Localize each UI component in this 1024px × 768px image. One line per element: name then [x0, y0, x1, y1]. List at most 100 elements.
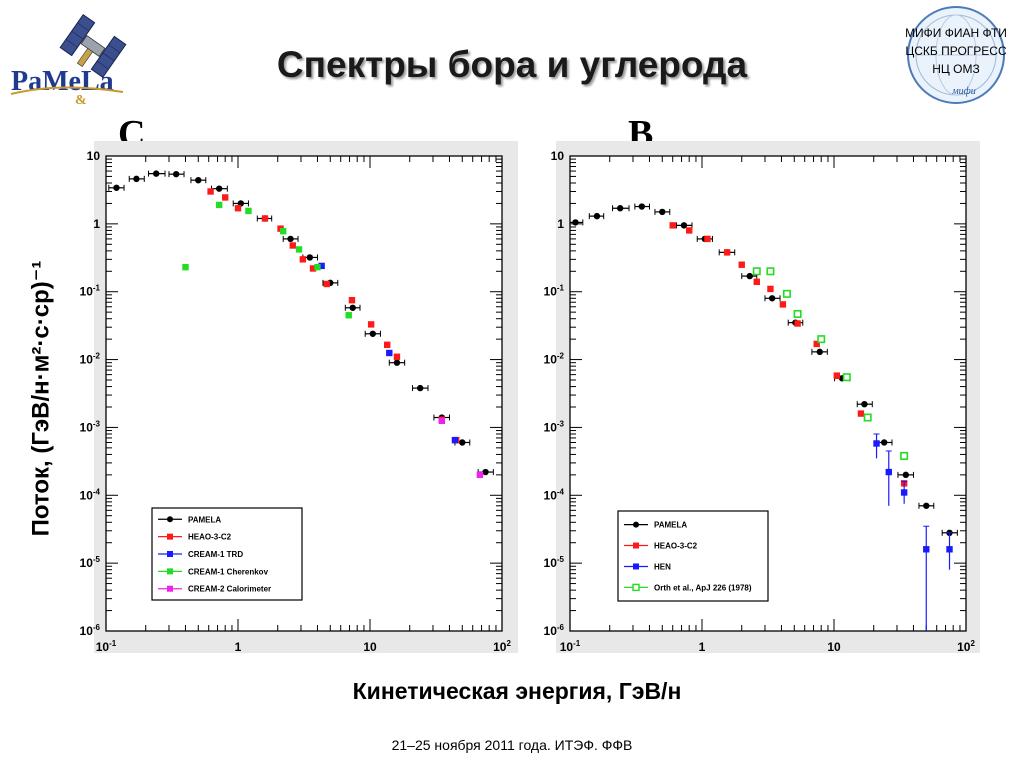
- panel-carbon-series-cream-1-cherenkov: [182, 201, 352, 319]
- footer-text: 21–25 ноября 2011 года. ИТЭФ. ФФВ: [391, 737, 633, 753]
- data-point: [753, 278, 760, 285]
- legend-marker: [633, 542, 639, 549]
- partners-line2: ЦСКБ ПРОГРЕСС: [905, 44, 1007, 58]
- data-point: [287, 235, 294, 243]
- data-point: [482, 468, 489, 476]
- panel-carbon-y-tick-label: 10: [87, 149, 101, 163]
- data-point: [299, 256, 307, 263]
- data-point: [113, 184, 120, 191]
- globe-seal-icon: МИФИ ФИАН ФТИ ЦСКБ ПРОГРЕСС НЦ ОМЗ мифи: [905, 6, 1007, 104]
- data-point: [616, 205, 624, 212]
- data-point: [816, 348, 823, 356]
- data-point: [323, 280, 330, 288]
- panel-carbon-x-tick-label: 10: [363, 640, 377, 654]
- data-point: [367, 321, 375, 328]
- data-point: [813, 340, 820, 348]
- data-point: [369, 330, 376, 337]
- panel-carbon-x-tick-label: 1: [235, 640, 242, 654]
- data-point: [295, 246, 303, 253]
- slide-title: Спектры бора и углерода: [276, 44, 748, 85]
- panel-carbon-legend: PAMELA HEAO-3-C2 CREAM-1 TRD CREAM-1 Cheren…: [151, 507, 303, 601]
- panel-boron-x-tick-label: 10: [827, 640, 841, 654]
- data-point: [318, 262, 325, 270]
- legend-label: HEAO-3-C2: [188, 533, 232, 542]
- data-point: [386, 349, 393, 357]
- data-point: [902, 471, 910, 479]
- panel-carbon-chart: 10-1 1 10 10210110-110-210-310-410-510-6PAM…: [80, 141, 518, 654]
- data-point: [451, 436, 459, 444]
- data-point: [152, 170, 160, 177]
- data-point: [686, 227, 693, 234]
- data-point: [723, 249, 731, 256]
- data-point: [261, 215, 269, 222]
- pamela-logo: PaMeLa &: [5, 8, 135, 110]
- data-point: [306, 254, 314, 261]
- data-point: [638, 203, 646, 210]
- data-point: [669, 222, 676, 229]
- legend-label: CREAM-2 Calorimeter: [188, 585, 271, 594]
- data-point: [207, 188, 214, 195]
- data-point: [195, 176, 202, 184]
- legend-marker: [632, 583, 640, 592]
- data-point: [746, 272, 753, 280]
- data-point: [172, 170, 180, 178]
- data-point: [738, 261, 745, 268]
- legend-label: PAMELA: [654, 521, 687, 530]
- data-point: [314, 263, 321, 271]
- data-point: [215, 201, 223, 209]
- data-point: [245, 207, 252, 215]
- data-point: [289, 242, 296, 249]
- data-point: [309, 265, 317, 272]
- legend-marker: [633, 521, 639, 528]
- data-point: [182, 263, 189, 271]
- panel-carbon-series-cream-2-calorimeter: [438, 417, 484, 479]
- panel-carbon-y-tick-label: 1: [93, 217, 100, 231]
- data-point: [794, 320, 801, 327]
- legend-marker: [167, 568, 173, 575]
- partners-seal: МИФИ ФИАН ФТИ ЦСКБ ПРОГРЕСС НЦ ОМЗ мифи: [890, 4, 1022, 106]
- data-point: [923, 502, 930, 509]
- panel-boron-series-orth-et-al-apj-226-1978: [752, 267, 909, 460]
- data-point: [349, 304, 356, 311]
- legend-marker: [633, 563, 639, 570]
- legend-label: HEN: [654, 562, 671, 571]
- panel-boron-legend: PAMELA HEAO-3-C2 HEN Orth et al., ApJ 226 (…: [617, 510, 769, 602]
- data-point: [459, 439, 466, 446]
- data-point: [222, 194, 229, 201]
- data-point: [234, 205, 242, 212]
- partners-line3: НЦ ОМЗ: [932, 62, 979, 76]
- data-point: [779, 301, 787, 308]
- data-point: [593, 212, 601, 220]
- legend-marker: [167, 585, 173, 592]
- data-point: [416, 384, 424, 392]
- data-point: [782, 289, 791, 298]
- panel-boron-y-tick-label: 1: [557, 217, 564, 231]
- legend-label: Orth et al., ApJ 226 (1978): [654, 583, 752, 592]
- legend-marker: [167, 516, 173, 523]
- y-axis-title: Поток, (ГэВ/н·м²·с·ср)⁻¹: [27, 260, 55, 537]
- data-point: [659, 208, 666, 216]
- data-point: [863, 413, 872, 422]
- data-point: [880, 439, 888, 446]
- panel-boron-x-tick-label: 1: [699, 640, 706, 654]
- data-point: [857, 410, 865, 417]
- panel-boron-y-tick-label: 10: [551, 149, 565, 163]
- logo-ampersand: &: [75, 93, 87, 108]
- panel-carbon-series-cream-1-trd: [318, 262, 459, 444]
- legend-label: CREAM-1 TRD: [188, 550, 243, 559]
- data-point: [752, 267, 761, 276]
- data-point: [861, 400, 868, 408]
- panel-boron-series-hen: [873, 433, 953, 631]
- data-point: [923, 546, 930, 553]
- legend-label: CREAM-1 Cherenkov: [188, 567, 269, 576]
- satellite-icon: PaMeLa &: [10, 14, 127, 108]
- data-point: [279, 227, 287, 235]
- data-point: [900, 489, 908, 496]
- x-axis-title: Кинетическая энергия, ГэВ/н: [352, 678, 682, 704]
- data-point: [793, 309, 802, 318]
- legend-label: PAMELA: [188, 515, 221, 524]
- panel-boron-chart: 10-1 1 10 10210110-110-210-310-410-510-6PAM…: [544, 141, 980, 654]
- data-point: [817, 335, 826, 344]
- data-point: [946, 546, 953, 553]
